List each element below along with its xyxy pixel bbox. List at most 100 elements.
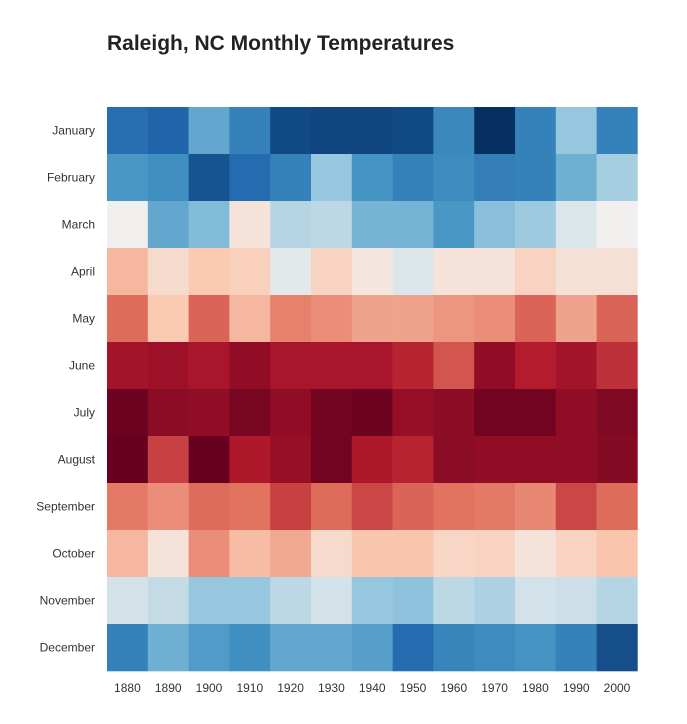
heatmap-cell [555, 342, 597, 390]
heatmap-cell [188, 389, 230, 437]
heatmap-cell [107, 577, 149, 625]
heatmap-cell [229, 483, 271, 531]
heatmap-cell [188, 248, 230, 296]
heatmap-cell [433, 577, 475, 625]
heatmap-cell [596, 483, 638, 531]
heatmap-cell [515, 342, 557, 390]
heatmap-cell [555, 248, 597, 296]
heatmap-cell [270, 436, 312, 484]
heatmap-cell [596, 436, 638, 484]
heatmap-cell [270, 248, 312, 296]
heatmap-cell [392, 577, 434, 625]
heatmap-cell [515, 107, 557, 155]
heatmap-cell [555, 295, 597, 343]
heatmap-cell [188, 530, 230, 578]
heatmap-cell [311, 389, 353, 437]
heatmap-cell [433, 436, 475, 484]
y-tick-label: October [52, 547, 95, 561]
heatmap-cell [311, 107, 353, 155]
heatmap-cell [270, 389, 312, 437]
heatmap-cell [433, 107, 475, 155]
heatmap-cell [433, 624, 475, 672]
heatmap-cell [270, 295, 312, 343]
heatmap-cell [555, 201, 597, 249]
y-tick-label: July [74, 406, 95, 420]
heatmap-cell [474, 389, 516, 437]
heatmap-cell [596, 201, 638, 249]
heatmap-cell [596, 389, 638, 437]
heatmap-cell [351, 248, 393, 296]
heatmap-cell [270, 624, 312, 672]
heatmap-cell [147, 577, 189, 625]
heatmap-cell [555, 483, 597, 531]
heatmap-cell [392, 154, 434, 202]
heatmap-cell [555, 107, 597, 155]
heatmap-cell [229, 248, 271, 296]
heatmap-cell [555, 154, 597, 202]
y-axis-labels: January February March April May June July Augu… [36, 124, 95, 655]
heatmap-cell [351, 483, 393, 531]
heatmap-cell [515, 530, 557, 578]
heatmap-cell [392, 248, 434, 296]
heatmap-cell [515, 436, 557, 484]
heatmap-cell [515, 624, 557, 672]
heatmap-cell [229, 107, 271, 155]
heatmap-cell [392, 201, 434, 249]
heatmap-cell [351, 154, 393, 202]
heatmap-cell [433, 389, 475, 437]
heatmap-cell [229, 530, 271, 578]
heatmap-cell [351, 107, 393, 155]
heatmap-cell [392, 436, 434, 484]
heatmap-cell [515, 248, 557, 296]
heatmap-cell [515, 577, 557, 625]
heatmap-cell [596, 154, 638, 202]
y-tick-label: January [52, 124, 95, 138]
heatmap-cell [555, 389, 597, 437]
heatmap-cell [311, 154, 353, 202]
heatmap-cell [107, 295, 149, 343]
heatmap-cell [270, 201, 312, 249]
heatmap-cell [311, 201, 353, 249]
heatmap-cell [596, 107, 638, 155]
heatmap-cell [351, 436, 393, 484]
y-tick-label: February [47, 171, 95, 185]
heatmap-cell [351, 624, 393, 672]
heatmap-cell [188, 483, 230, 531]
heatmap-cell [474, 483, 516, 531]
heatmap-cell [474, 530, 516, 578]
heatmap-cell [555, 624, 597, 672]
x-tick-label: 1960 [440, 681, 467, 695]
heatmap-cell [229, 295, 271, 343]
heatmap-cell [311, 483, 353, 531]
heatmap-cell [229, 436, 271, 484]
heatmap-cell [474, 436, 516, 484]
heatmap-cell [147, 483, 189, 531]
heatmap-cell [311, 577, 353, 625]
heatmap-cell [311, 530, 353, 578]
heatmap-cell [188, 342, 230, 390]
heatmap-cell [229, 201, 271, 249]
heatmap-cell [474, 295, 516, 343]
heatmap-cell [107, 201, 149, 249]
x-tick-label: 1970 [481, 681, 508, 695]
heatmap-cell [515, 154, 557, 202]
heatmap-cell [311, 624, 353, 672]
heatmap-cell [229, 154, 271, 202]
heatmap-cell [188, 154, 230, 202]
y-tick-label: September [36, 500, 95, 514]
heatmap-cell [351, 577, 393, 625]
x-axis-labels: 1880 1890 1900 1910 1920 1930 1940 1950 1960 1970… [114, 681, 631, 695]
heatmap-cell [188, 107, 230, 155]
heatmap-cell [270, 483, 312, 531]
x-tick-label: 2000 [604, 681, 631, 695]
x-tick-label: 1990 [563, 681, 590, 695]
heatmap-cell [433, 295, 475, 343]
heatmap-cell [596, 342, 638, 390]
heatmap-cell [188, 295, 230, 343]
heatmap-cell [147, 436, 189, 484]
heatmap-cell [229, 389, 271, 437]
heatmap-cell [474, 154, 516, 202]
heatmap-cell [515, 389, 557, 437]
heatmap-cell [596, 248, 638, 296]
